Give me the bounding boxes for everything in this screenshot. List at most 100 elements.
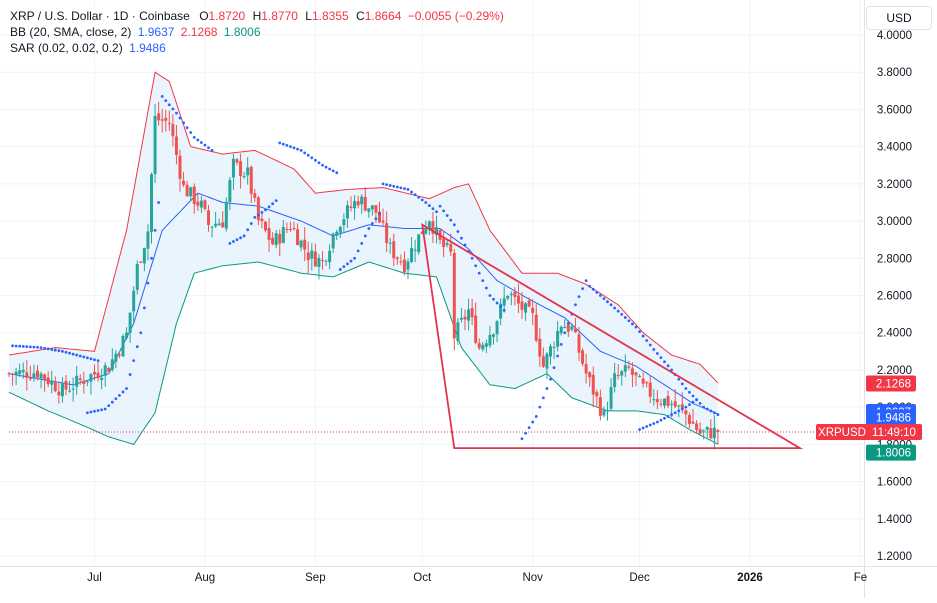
candle-body <box>666 396 670 406</box>
sar-dot <box>338 268 342 271</box>
candle-body <box>367 208 371 212</box>
sar-dot <box>100 408 104 412</box>
sar-dot <box>192 135 196 139</box>
sar-dot <box>684 405 688 409</box>
sar-dot <box>150 256 153 260</box>
candle-body <box>388 242 392 244</box>
bb-upper-value: 2.1268 <box>180 25 218 39</box>
sar-dot <box>638 330 641 333</box>
candle-body <box>695 423 699 430</box>
candle-body <box>492 334 495 337</box>
sar-dot <box>499 305 503 309</box>
triangle-drawing[interactable] <box>421 223 804 450</box>
y-tick-label: 2.6000 <box>877 291 912 303</box>
candle-body <box>132 290 136 312</box>
candle-body <box>712 427 716 439</box>
candle-body <box>573 328 577 333</box>
candle-body <box>630 368 634 375</box>
candle-body <box>235 159 239 163</box>
bb-legend-row[interactable]: BB (20, SMA, close, 2) 1.9637 2.1268 1.8… <box>10 24 504 40</box>
high-value: 1.8770 <box>261 9 298 23</box>
candle-body <box>281 226 285 243</box>
x-tick-label: Nov <box>522 572 543 584</box>
y-tick-label: 2.4000 <box>877 328 912 340</box>
sar-dot <box>663 416 666 420</box>
sar-dot <box>356 249 360 253</box>
sar-dot <box>538 405 542 409</box>
sar-dot <box>242 234 246 238</box>
price-tag-bb-upper: 2.1268 <box>876 379 911 391</box>
candle-body <box>96 372 100 379</box>
sar-dot <box>712 411 716 415</box>
sar-dot <box>367 227 371 230</box>
candle-body <box>509 293 513 296</box>
candle-body <box>638 375 642 378</box>
sar-dot <box>631 322 634 326</box>
sar-dot <box>452 223 456 227</box>
x-tick-label: Aug <box>195 572 215 584</box>
candle-body <box>335 231 339 236</box>
sar-dot <box>349 259 353 263</box>
sar-dot <box>53 348 57 352</box>
sar-dot <box>93 409 96 413</box>
symbol-title[interactable]: XRP / U.S. Dollar · 1D · Coinbase <box>10 9 190 23</box>
candle-body <box>271 237 275 245</box>
candle-body <box>577 334 581 353</box>
sar-dot <box>50 348 54 351</box>
sar-dot <box>121 390 125 394</box>
sar-dot <box>139 331 143 335</box>
sar-dot <box>581 287 584 291</box>
sar-dot <box>688 390 691 394</box>
candle-body <box>481 344 485 350</box>
candle-body <box>18 370 22 375</box>
sar-dot <box>256 213 260 217</box>
candle-body <box>353 201 357 209</box>
currency-button[interactable]: USD <box>866 6 932 30</box>
sar-legend-row[interactable]: SAR (0.02, 0.02, 0.2) 1.9486 <box>10 40 504 56</box>
candle-body <box>616 375 620 377</box>
candle-body <box>267 228 271 240</box>
sar-dot <box>659 418 663 422</box>
candle-body <box>702 430 706 432</box>
candle-body <box>641 378 645 384</box>
candle-body <box>239 161 243 177</box>
sar-dot <box>296 147 299 151</box>
sar-dot <box>695 398 698 402</box>
sar-dot <box>527 426 531 430</box>
sar-dot <box>89 410 93 414</box>
x-tick-label: 2026 <box>737 572 763 584</box>
candle-body <box>402 259 406 273</box>
sar-dot <box>378 212 381 216</box>
y-tick-label: 1.6000 <box>877 477 912 489</box>
candle-body <box>39 373 43 379</box>
sar-dot <box>25 345 29 349</box>
candle-body <box>363 196 367 211</box>
sar-dot <box>175 111 178 115</box>
candle-body <box>620 371 624 376</box>
candle-body <box>28 378 32 380</box>
candle-body <box>420 231 424 234</box>
sar-dot <box>110 400 114 404</box>
sar-dot <box>249 222 253 225</box>
candle-body <box>328 250 332 263</box>
sar-dot <box>303 151 307 155</box>
chart-legend: XRP / U.S. Dollar · 1D · Coinbase O1.872… <box>10 8 504 56</box>
candle-body <box>598 397 602 416</box>
sar-dot <box>680 407 684 411</box>
candle-body <box>687 415 691 424</box>
sar-dot <box>239 236 242 240</box>
change-value: −0.0055 (−0.29%) <box>407 9 504 23</box>
candle-body <box>174 136 178 155</box>
sar-dot <box>64 350 68 354</box>
candle-body <box>652 399 656 401</box>
sar-dot <box>616 309 620 313</box>
sar-dot <box>474 264 478 268</box>
candle-body <box>716 430 720 433</box>
sar-dot <box>310 156 314 160</box>
candle-body <box>673 401 677 407</box>
sar-dot <box>460 236 463 240</box>
candle-body <box>378 211 381 223</box>
candle-body <box>670 403 674 405</box>
